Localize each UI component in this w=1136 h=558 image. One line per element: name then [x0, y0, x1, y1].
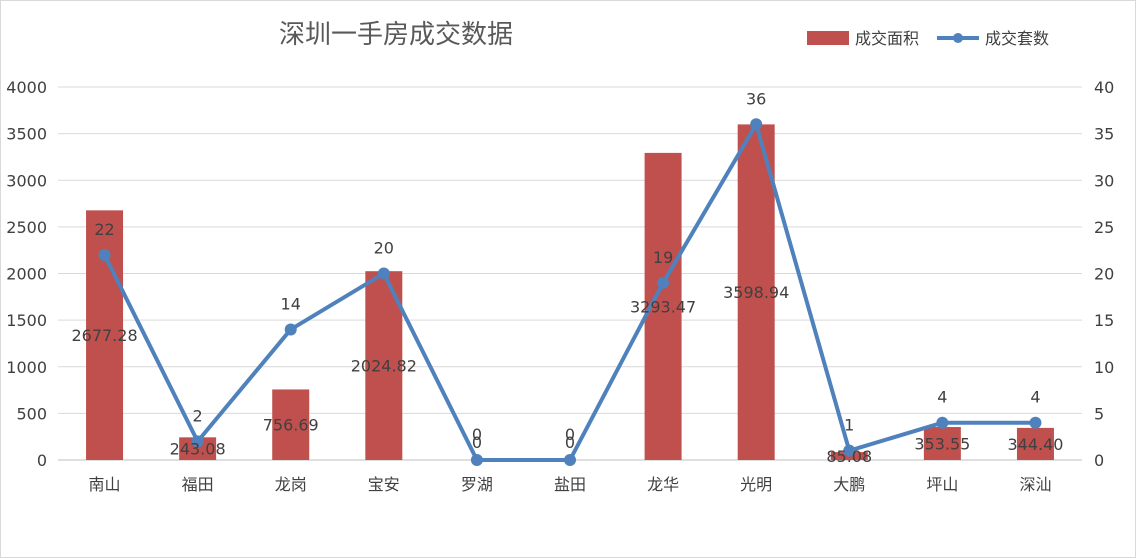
line-point	[750, 118, 763, 131]
line-data-label: 2	[193, 406, 203, 425]
line-point	[377, 267, 390, 280]
y-left-tick-label: 2000	[6, 265, 47, 284]
bar-data-label: 344.40	[1007, 435, 1063, 454]
y-left-tick-label: 500	[16, 404, 47, 423]
y-right-tick-label: 10	[1094, 358, 1114, 377]
x-tick-label: 龙华	[647, 475, 679, 494]
bar-data-label: 2024.82	[351, 357, 417, 376]
legend: 成交面积 成交套数	[807, 29, 1049, 48]
line-data-label: 0	[472, 425, 482, 444]
line-data-label: 1	[844, 416, 854, 435]
line-data-label: 19	[653, 248, 673, 267]
line-data-label: 4	[1030, 388, 1040, 407]
bar-data-label: 3293.47	[630, 297, 696, 316]
legend-label-line: 成交套数	[985, 29, 1049, 48]
y-right-tick-label: 25	[1094, 218, 1114, 237]
y-right-tick-label: 15	[1094, 311, 1114, 330]
line-point	[470, 454, 483, 466]
line-data-label: 22	[94, 220, 114, 239]
y-left-tick-label: 1500	[6, 311, 47, 330]
gridlines	[58, 86, 1082, 461]
x-tick-label: 宝安	[368, 475, 400, 494]
line-point	[98, 248, 111, 261]
bar	[1016, 427, 1054, 460]
bar	[737, 124, 775, 461]
line-point	[284, 323, 297, 336]
y-axis-right: 0 5 10 15 20 25 30 35 40	[1094, 78, 1114, 470]
bar-data-label: 0	[565, 433, 575, 452]
line-data-label: 20	[374, 239, 394, 258]
legend-label-bar: 成交面积	[855, 29, 919, 48]
line-data-label: 4	[937, 388, 947, 407]
x-axis-categories: 南山 福田 龙岗 宝安 罗湖 盐田 龙华 光明 大鹏 坪山 深汕	[89, 475, 1052, 494]
bar	[923, 427, 961, 460]
legend-swatch-bar	[807, 31, 849, 45]
chart-title: 深圳一手房成交数据	[279, 20, 513, 50]
y-right-tick-label: 35	[1094, 125, 1114, 144]
line-point	[843, 444, 856, 457]
y-right-tick-label: 5	[1094, 404, 1104, 423]
bar-data-label: 353.55	[914, 435, 970, 454]
series-line	[102, 122, 1036, 462]
x-tick-label: 福田	[182, 475, 214, 494]
line-data-label: 36	[746, 89, 766, 108]
bar-data-label: 756.69	[263, 416, 319, 435]
y-left-tick-label: 4000	[6, 78, 47, 97]
x-tick-label: 深汕	[1019, 475, 1051, 494]
line-point	[936, 416, 949, 429]
bar-data-label: 2677.28	[71, 326, 137, 345]
bar-data-label: 0	[472, 433, 482, 452]
y-axis-left: 0 500 1000 1500 2000 2500 3000 3500 4000	[6, 78, 47, 470]
x-tick-label: 坪山	[926, 475, 958, 494]
y-left-tick-label: 3000	[6, 171, 47, 190]
y-right-tick-label: 0	[1094, 451, 1104, 470]
line-point	[564, 454, 576, 466]
bar-data-label: 3598.94	[723, 283, 789, 302]
bar-data-label: 243.08	[170, 440, 226, 459]
line-point	[1029, 416, 1042, 429]
y-right-tick-label: 30	[1094, 171, 1114, 190]
bar-series	[86, 124, 1054, 461]
line-point	[657, 276, 670, 289]
line-data-label: 14	[281, 294, 301, 313]
x-tick-label: 大鹏	[833, 475, 865, 494]
y-left-tick-label: 0	[37, 451, 47, 470]
x-tick-label: 龙岗	[275, 475, 307, 494]
x-tick-label: 罗湖	[461, 475, 493, 494]
line-data-label: 0	[565, 425, 575, 444]
bar	[272, 389, 310, 460]
line-series	[98, 118, 1042, 466]
y-left-tick-label: 3500	[6, 125, 47, 144]
x-tick-label: 盐田	[554, 475, 586, 494]
y-right-tick-label: 20	[1094, 265, 1114, 284]
y-left-tick-label: 1000	[6, 358, 47, 377]
line-point	[191, 435, 204, 448]
y-left-tick-label: 2500	[6, 218, 47, 237]
bar	[179, 437, 217, 460]
legend-swatch-marker	[953, 33, 963, 43]
bar-data-label: 85.08	[826, 447, 872, 466]
x-tick-label: 南山	[89, 475, 121, 494]
y-right-tick-label: 40	[1094, 78, 1114, 97]
x-tick-label: 光明	[740, 475, 772, 494]
